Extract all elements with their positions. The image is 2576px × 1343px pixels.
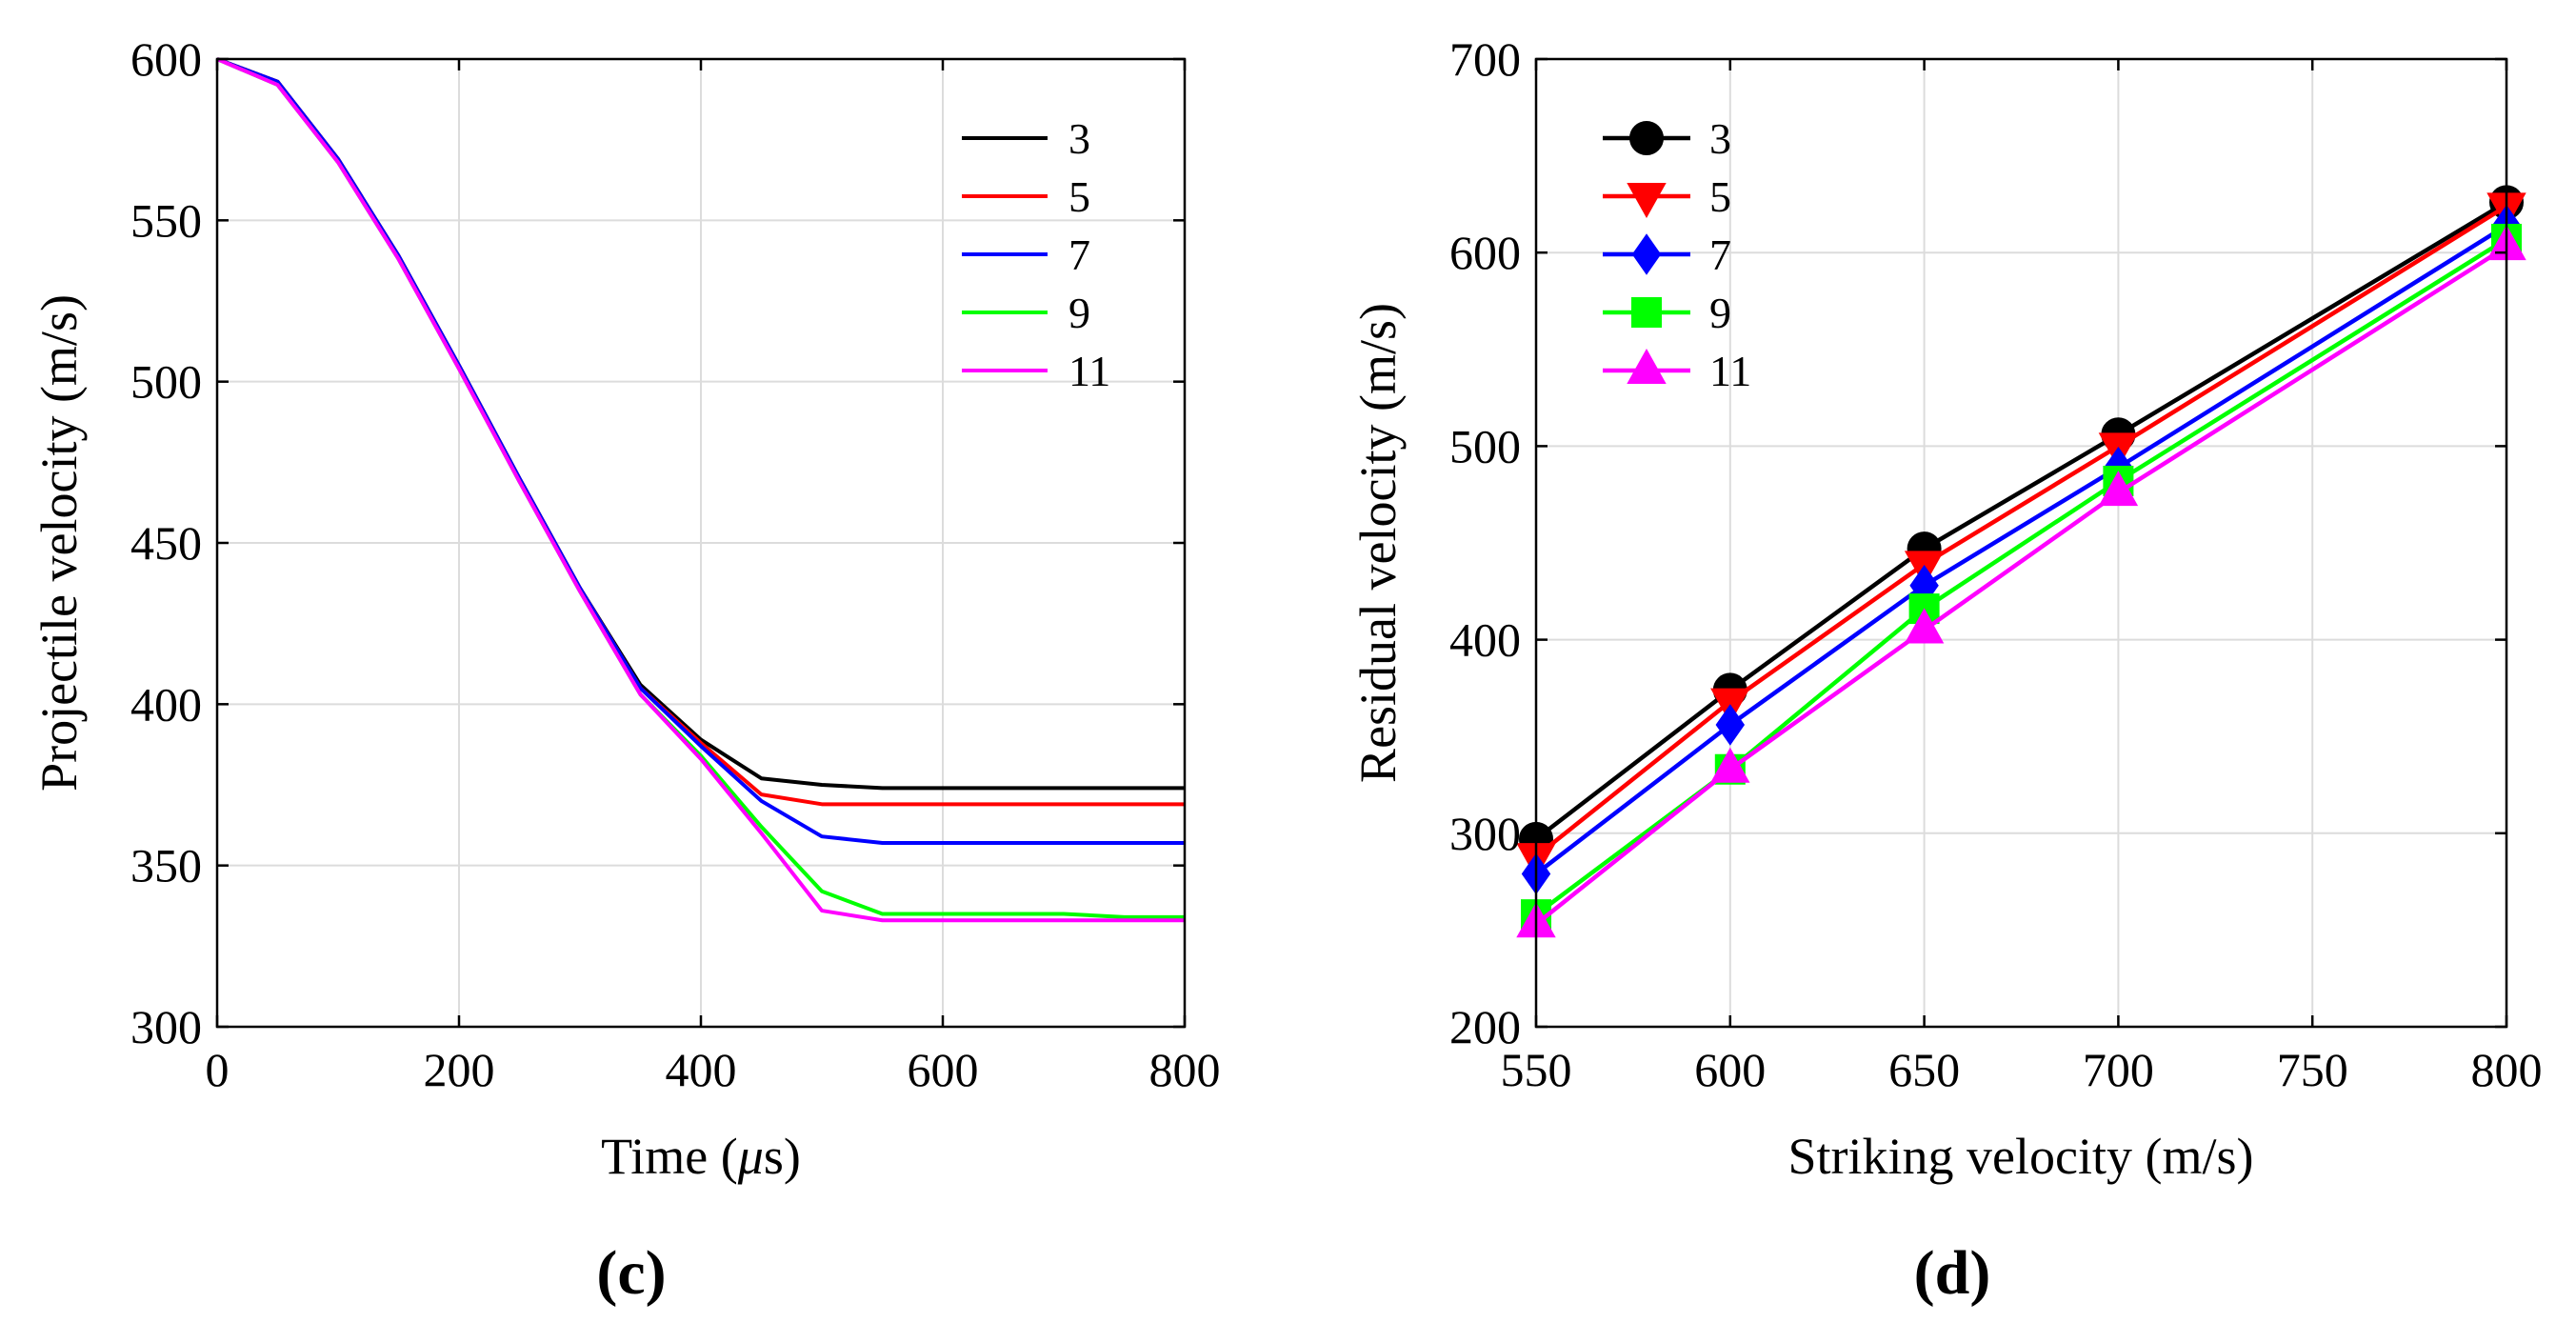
chart-c-x-axis-label: Time (μs) (601, 1128, 801, 1185)
legend-label: 9 (1068, 289, 1090, 337)
legend-item-5: 5 (1603, 172, 1731, 221)
data-point-11 (1710, 747, 1750, 783)
chart-d: 550 600 650 700 750 800 200 300 400 500 600 700 3 5 7… (1349, 32, 2543, 1308)
chart-d-legend: 3 5 7 9 11 (1603, 114, 1751, 395)
chart-d-frame (1534, 57, 2508, 1029)
legend-label: 5 (1709, 172, 1731, 221)
y-tick-label: 200 (1449, 1000, 1521, 1053)
legend-label: 11 (1709, 347, 1751, 395)
chart-d-x-axis-label: Striking velocity (m/s) (1788, 1128, 2254, 1185)
chart-d-panel-label: (d) (1914, 1238, 1991, 1308)
y-tick-label: 500 (1449, 419, 1521, 472)
chart-c-y-axis-label: Projectile velocity (m/s) (30, 294, 88, 792)
chart-d-ticks: 550 600 650 700 750 800 200 300 400 500 600 700 (1449, 32, 2543, 1096)
chart-c: 0 200 400 600 800 300 350 400 450 500 550 600 3 5 7 9 1… (30, 32, 1221, 1308)
legend-marker (1629, 121, 1664, 155)
x-tick-label: 0 (206, 1043, 230, 1096)
y-tick-label: 300 (130, 1000, 202, 1053)
legend-label: 11 (1068, 347, 1110, 395)
chart-d-series (1516, 185, 2526, 938)
legend-item-7: 7 (1603, 231, 1731, 279)
legend-item-9: 9 (1603, 289, 1731, 337)
series-line-5 (1534, 204, 2508, 858)
series-line-7 (1534, 223, 2508, 876)
chart-c-legend: 3 5 7 9 11 (962, 114, 1110, 395)
y-tick-label: 400 (1449, 613, 1521, 667)
legend-marker (1631, 233, 1662, 275)
chart-c-panel-label: (c) (596, 1238, 666, 1308)
data-point-7 (1715, 704, 1746, 746)
x-tick-label: 800 (1149, 1043, 1221, 1096)
x-tick-label: 750 (2277, 1043, 2348, 1096)
x-tick-label: 550 (1501, 1043, 1572, 1096)
legend-label: 7 (1709, 231, 1731, 279)
chart-d-y-axis-label: Residual velocity (m/s) (1349, 303, 1407, 783)
legend-label: 3 (1068, 114, 1090, 163)
y-tick-label: 700 (1449, 32, 1521, 86)
x-tick-label: 600 (1694, 1043, 1766, 1096)
legend-item-3: 3 (1603, 114, 1731, 163)
y-tick-label: 450 (130, 516, 202, 570)
y-tick-label: 600 (1449, 226, 1521, 279)
x-tick-label: 700 (2083, 1043, 2154, 1096)
chart-c-series (216, 57, 1185, 923)
legend-label: 5 (1068, 172, 1090, 221)
legend-item-7: 7 (962, 231, 1090, 279)
x-tick-label: 400 (666, 1043, 737, 1096)
legend-label: 7 (1068, 231, 1090, 279)
legend-label: 9 (1709, 289, 1731, 337)
y-tick-label: 350 (130, 839, 202, 892)
x-tick-label: 650 (1888, 1043, 1960, 1096)
y-tick-label: 400 (130, 677, 202, 731)
y-tick-label: 300 (1449, 807, 1521, 860)
series-line-11 (1534, 245, 2508, 927)
data-point-11 (2098, 471, 2139, 507)
legend-item-11: 11 (1603, 347, 1751, 395)
legend-item-9: 9 (962, 289, 1090, 337)
data-point-11 (1904, 608, 1945, 644)
chart-c-ticks: 0 200 400 600 800 300 350 400 450 500 550 600 (130, 32, 1221, 1096)
legend-item-11: 11 (962, 347, 1110, 395)
x-tick-label: 600 (908, 1043, 979, 1096)
y-tick-label: 500 (130, 355, 202, 409)
x-tick-label: 800 (2471, 1043, 2543, 1096)
series-line-11 (216, 57, 1185, 923)
legend-item-3: 3 (962, 114, 1090, 163)
y-tick-label: 550 (130, 193, 202, 247)
legend-label: 3 (1709, 114, 1731, 163)
legend-marker (1627, 183, 1667, 219)
legend-item-5: 5 (962, 172, 1090, 221)
legend-marker (1627, 348, 1667, 384)
legend-marker (1631, 297, 1662, 328)
x-tick-label: 200 (424, 1043, 495, 1096)
y-tick-label: 600 (130, 32, 202, 86)
